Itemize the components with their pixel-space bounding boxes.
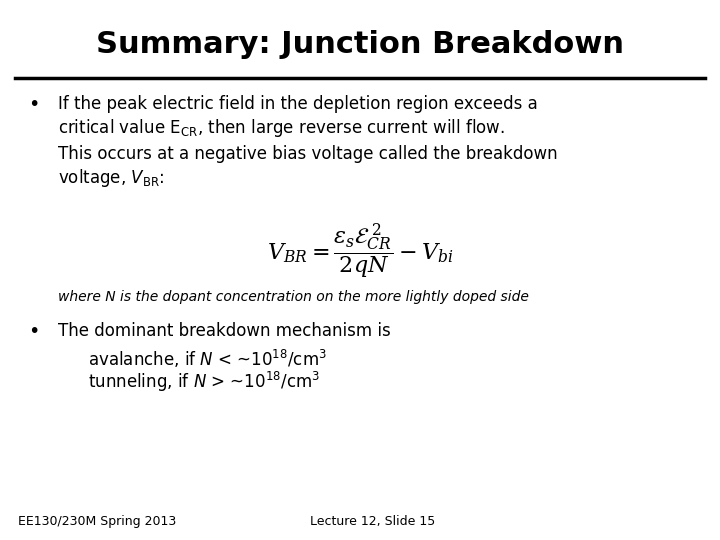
Text: where N is the dopant concentration on the more lightly doped side: where N is the dopant concentration on t… — [58, 290, 529, 304]
Text: The dominant breakdown mechanism is: The dominant breakdown mechanism is — [58, 322, 391, 340]
Text: EE130/230M Spring 2013: EE130/230M Spring 2013 — [18, 515, 176, 528]
Text: avalanche, if $N$ < ~10$^{18}$/cm$^3$: avalanche, if $N$ < ~10$^{18}$/cm$^3$ — [88, 348, 327, 370]
Text: •: • — [28, 322, 40, 341]
Text: •: • — [28, 95, 40, 114]
Text: Summary: Junction Breakdown: Summary: Junction Breakdown — [96, 30, 624, 59]
Text: If the peak electric field in the depletion region exceeds a: If the peak electric field in the deplet… — [58, 95, 538, 113]
Text: voltage, $V_{\mathregular{BR}}$:: voltage, $V_{\mathregular{BR}}$: — [58, 167, 164, 189]
Text: Lecture 12, Slide 15: Lecture 12, Slide 15 — [310, 515, 436, 528]
Text: $V_{BR} = \dfrac{\varepsilon_s \mathcal{E}_{CR}^{\ 2}}{2qN} - V_{bi}$: $V_{BR} = \dfrac{\varepsilon_s \mathcal{… — [267, 222, 453, 281]
Text: tunneling, if $N$ > ~10$^{18}$/cm$^3$: tunneling, if $N$ > ~10$^{18}$/cm$^3$ — [88, 370, 320, 394]
Text: This occurs at a negative bias voltage called the breakdown: This occurs at a negative bias voltage c… — [58, 145, 557, 163]
Text: critical value E$_{\mathregular{CR}}$, then large reverse current will flow.: critical value E$_{\mathregular{CR}}$, t… — [58, 117, 505, 139]
